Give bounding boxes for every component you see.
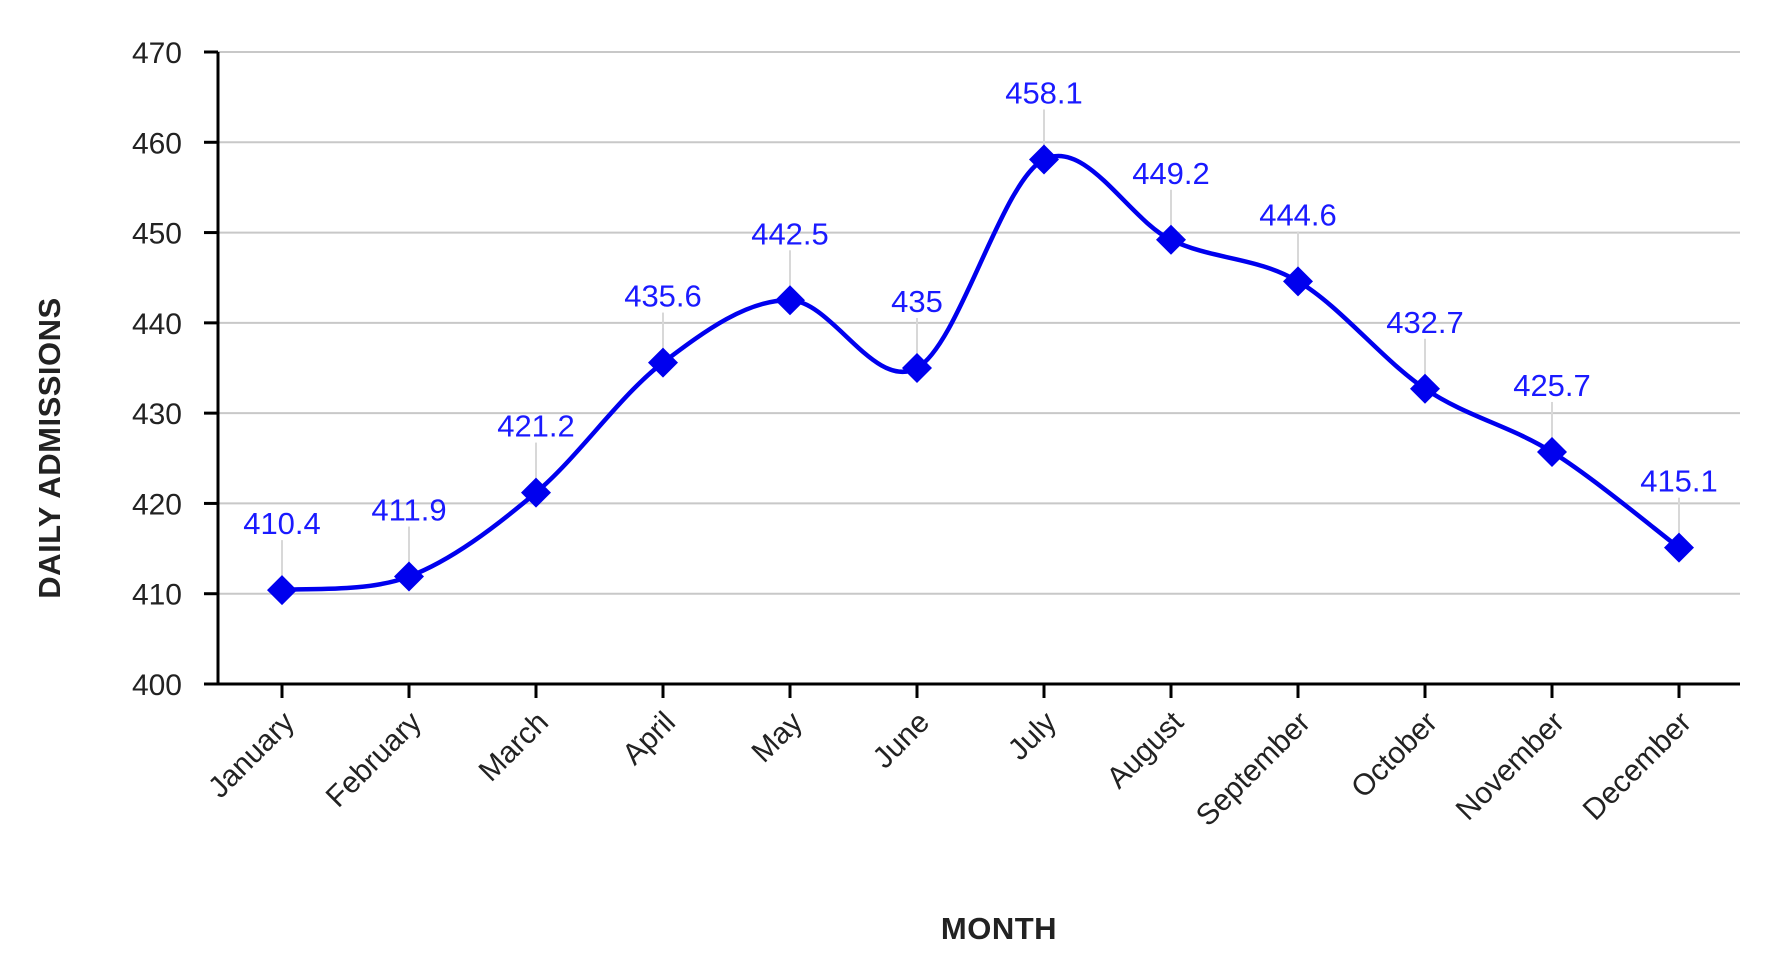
data-label-april: 435.6 xyxy=(624,279,702,314)
x-tick-label-july: July xyxy=(1002,706,1063,767)
y-tick-label-450: 450 xyxy=(132,218,182,251)
data-label-september: 444.6 xyxy=(1259,197,1337,232)
x-tick-label-november: November xyxy=(1450,706,1571,827)
data-point-december xyxy=(1664,532,1694,563)
x-tick-label-august: August xyxy=(1101,705,1191,795)
data-label-october: 432.7 xyxy=(1386,305,1464,340)
y-tick-label-430: 430 xyxy=(132,398,182,431)
data-label-march: 421.2 xyxy=(497,409,575,444)
data-point-july xyxy=(1029,144,1059,175)
y-tick-label-470: 470 xyxy=(132,37,182,70)
data-label-june: 435 xyxy=(891,284,943,319)
y-tick-label-410: 410 xyxy=(132,579,182,612)
data-label-may: 442.5 xyxy=(751,216,829,251)
y-tick-label-440: 440 xyxy=(132,308,182,341)
data-point-september xyxy=(1283,266,1313,297)
data-label-january: 410.4 xyxy=(243,506,321,541)
x-tick-label-december: December xyxy=(1577,706,1698,827)
x-axis-title: MONTH xyxy=(941,911,1057,946)
axes xyxy=(216,52,1740,686)
data-label-august: 449.2 xyxy=(1132,156,1210,191)
y-tick-label-420: 420 xyxy=(132,488,182,521)
series-admissions xyxy=(267,144,1694,606)
x-tick-label-october: October xyxy=(1345,706,1444,805)
x-tick-label-june: June xyxy=(867,706,936,775)
series-line xyxy=(281,153,1681,593)
y-tick-label-400: 400 xyxy=(132,669,182,702)
grid-lines xyxy=(218,51,1740,595)
x-axis-ticks: January February March April May June July Augu… xyxy=(202,684,1698,833)
data-point-june xyxy=(902,353,932,383)
x-tick-label-march: March xyxy=(473,706,555,788)
data-point-february xyxy=(394,561,424,592)
data-point-april xyxy=(648,347,678,378)
y-tick-label-460: 460 xyxy=(132,127,182,160)
data-point-january xyxy=(267,575,297,606)
x-tick-label-september: September xyxy=(1190,706,1317,833)
y-axis-ticks: 400 410 420 430 440 450 460 470 xyxy=(132,37,218,702)
data-labels: 410.4 411.9 421.2 435.6 442.5 435 458.1 449.2 44… xyxy=(243,75,1718,541)
data-point-october xyxy=(1410,373,1440,404)
data-point-august xyxy=(1156,224,1186,255)
data-label-november: 425.7 xyxy=(1513,368,1591,403)
x-tick-label-february: February xyxy=(320,706,428,814)
data-point-november xyxy=(1537,436,1567,467)
data-point-march xyxy=(521,477,551,508)
data-point-may xyxy=(775,285,805,316)
y-axis-title: DAILY ADMISSIONS xyxy=(32,297,67,598)
data-label-july: 458.1 xyxy=(1005,75,1083,110)
data-label-december: 415.1 xyxy=(1640,464,1718,499)
data-label-february: 411.9 xyxy=(371,493,446,528)
x-tick-label-may: May xyxy=(746,706,809,769)
x-tick-label-january: January xyxy=(202,706,301,805)
x-tick-label-april: April xyxy=(616,706,682,772)
data-label-leaders xyxy=(281,109,1680,579)
